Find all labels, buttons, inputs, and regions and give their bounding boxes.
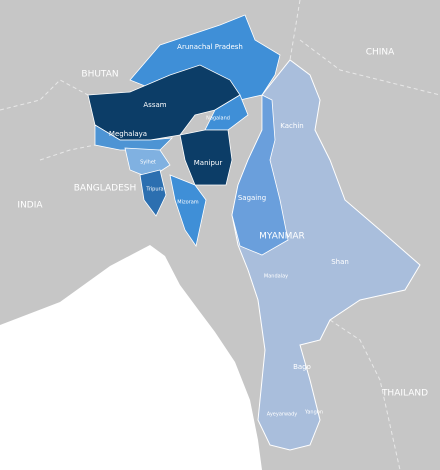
region-label: Kachin [280, 122, 303, 130]
region-label: Shan [331, 258, 349, 266]
country-label: CHINA [366, 48, 395, 58]
region-label: Manipur [194, 159, 223, 167]
nagaland [204, 94, 249, 131]
region-label: Mandalay [264, 274, 288, 280]
myanmar [231, 59, 421, 451]
country-label: MYANMAR [259, 232, 305, 242]
region-label: Bago [293, 363, 311, 371]
sea [0, 245, 262, 470]
region-label: Ayeyarwady [267, 412, 298, 418]
sagaing [231, 94, 289, 256]
tripura [139, 169, 167, 217]
country-label: INDIA [17, 201, 43, 211]
region-label: Mizoram [177, 200, 199, 206]
manipur [179, 129, 233, 186]
meghalaya [94, 124, 174, 151]
country-label: BANGLADESH [74, 184, 137, 194]
region-label: Arunachal Pradesh [177, 43, 243, 51]
region-label: Nagaland [206, 116, 230, 122]
region-label: Tripura [145, 187, 163, 193]
region-label: Yangon [304, 410, 323, 416]
country-label: BHUTAN [81, 70, 118, 80]
country-label: THAILAND [381, 389, 428, 399]
mizoram [169, 174, 207, 247]
region-label: Meghalaya [109, 130, 147, 138]
region-label: Assam [143, 101, 166, 109]
region-label: Sylhet [140, 160, 156, 166]
region-label: Sagaing [238, 194, 266, 202]
